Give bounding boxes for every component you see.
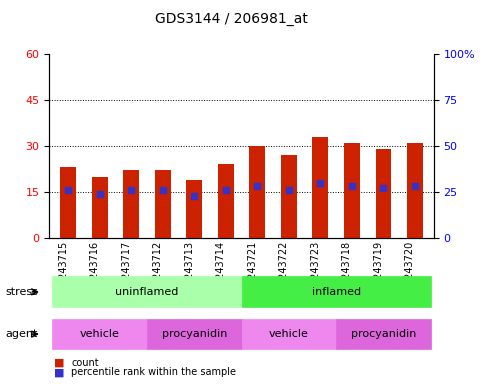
Text: inflamed: inflamed bbox=[312, 287, 361, 297]
Bar bbox=[407, 143, 423, 238]
Bar bbox=[186, 180, 202, 238]
Text: agent: agent bbox=[5, 329, 37, 339]
Text: ■: ■ bbox=[54, 358, 65, 368]
Bar bbox=[249, 146, 265, 238]
Bar bbox=[155, 170, 171, 238]
Text: procyanidin: procyanidin bbox=[162, 329, 227, 339]
Bar bbox=[281, 155, 297, 238]
Text: percentile rank within the sample: percentile rank within the sample bbox=[71, 367, 237, 377]
Text: vehicle: vehicle bbox=[80, 329, 120, 339]
Bar bbox=[218, 164, 234, 238]
Bar bbox=[344, 143, 360, 238]
Text: ■: ■ bbox=[54, 367, 65, 377]
Bar bbox=[313, 137, 328, 238]
Bar bbox=[92, 177, 107, 238]
Bar bbox=[376, 149, 391, 238]
Text: count: count bbox=[71, 358, 99, 368]
Text: stress: stress bbox=[5, 287, 38, 297]
Text: uninflamed: uninflamed bbox=[115, 287, 178, 297]
Text: procyanidin: procyanidin bbox=[351, 329, 416, 339]
Text: vehicle: vehicle bbox=[269, 329, 309, 339]
Bar bbox=[123, 170, 139, 238]
Bar bbox=[60, 167, 76, 238]
Text: GDS3144 / 206981_at: GDS3144 / 206981_at bbox=[155, 12, 308, 25]
